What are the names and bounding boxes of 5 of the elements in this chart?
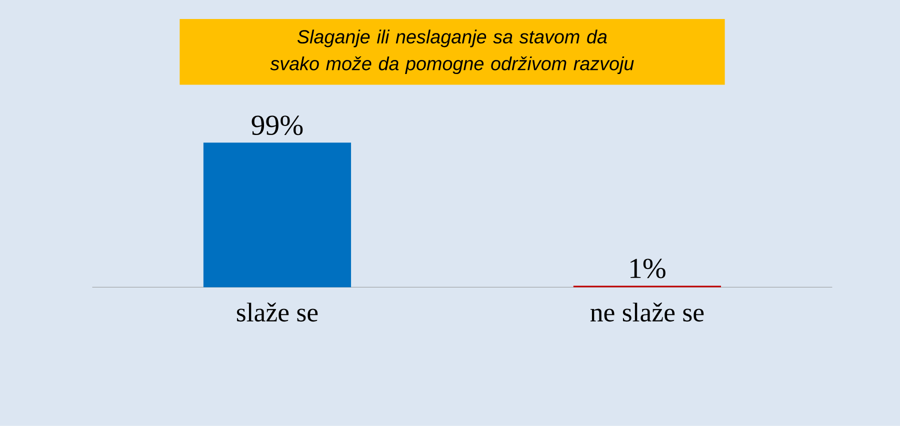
x-tick-label: ne slaže se (590, 302, 704, 322)
data-label: 99% (252, 116, 303, 136)
chart-title: Slaganje ili neslaganje sa stavom da svako može da pomogne održivom razvoju (270, 30, 634, 74)
x-tick-label: slaže se (237, 302, 318, 322)
data-label: 1% (630, 258, 666, 278)
